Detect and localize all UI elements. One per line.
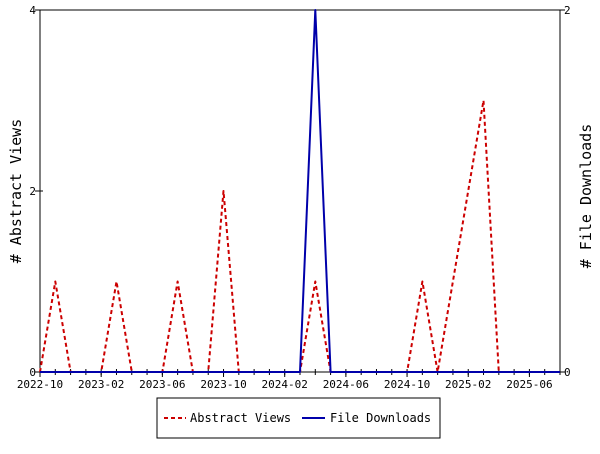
- x-tick-label: 2022-10: [17, 378, 63, 391]
- legend-label-file-downloads: File Downloads: [330, 411, 431, 425]
- legend-label-abstract-views: Abstract Views: [190, 411, 291, 425]
- x-tick-label: 2025-06: [506, 378, 552, 391]
- y-right-tick-label: 0: [564, 366, 571, 379]
- y-axis-label-left: # Abstract Views: [7, 119, 25, 264]
- series-line-file-downloads: [40, 9, 560, 373]
- y-right-tick-label: 2: [564, 4, 571, 17]
- axes-group: 2022-10 2023-02 2023-06 2023-10 2024-02 2024-…: [17, 4, 571, 391]
- x-tick-label: 2023-06: [139, 378, 185, 391]
- y-left-tick-label: 0: [29, 366, 36, 379]
- x-tick-label: 2024-10: [384, 378, 430, 391]
- series-group: [39, 9, 560, 373]
- plot-frame: [39, 9, 561, 373]
- x-tick-label: 2024-02: [262, 378, 308, 391]
- series-line-abstract-views: [39, 99, 560, 373]
- y-left-tick-label: 2: [29, 185, 36, 198]
- legend-box: [156, 397, 441, 439]
- x-tick-label: 2025-02: [445, 378, 491, 391]
- legend: Abstract Views File Downloads: [156, 397, 441, 439]
- x-tick-label: 2024-06: [323, 378, 369, 391]
- y-axis-label-right: # File Downloads: [577, 124, 595, 269]
- x-tick-label: 2023-02: [78, 378, 124, 391]
- x-tick-label: 2023-10: [200, 378, 246, 391]
- y-left-tick-label: 4: [29, 4, 36, 17]
